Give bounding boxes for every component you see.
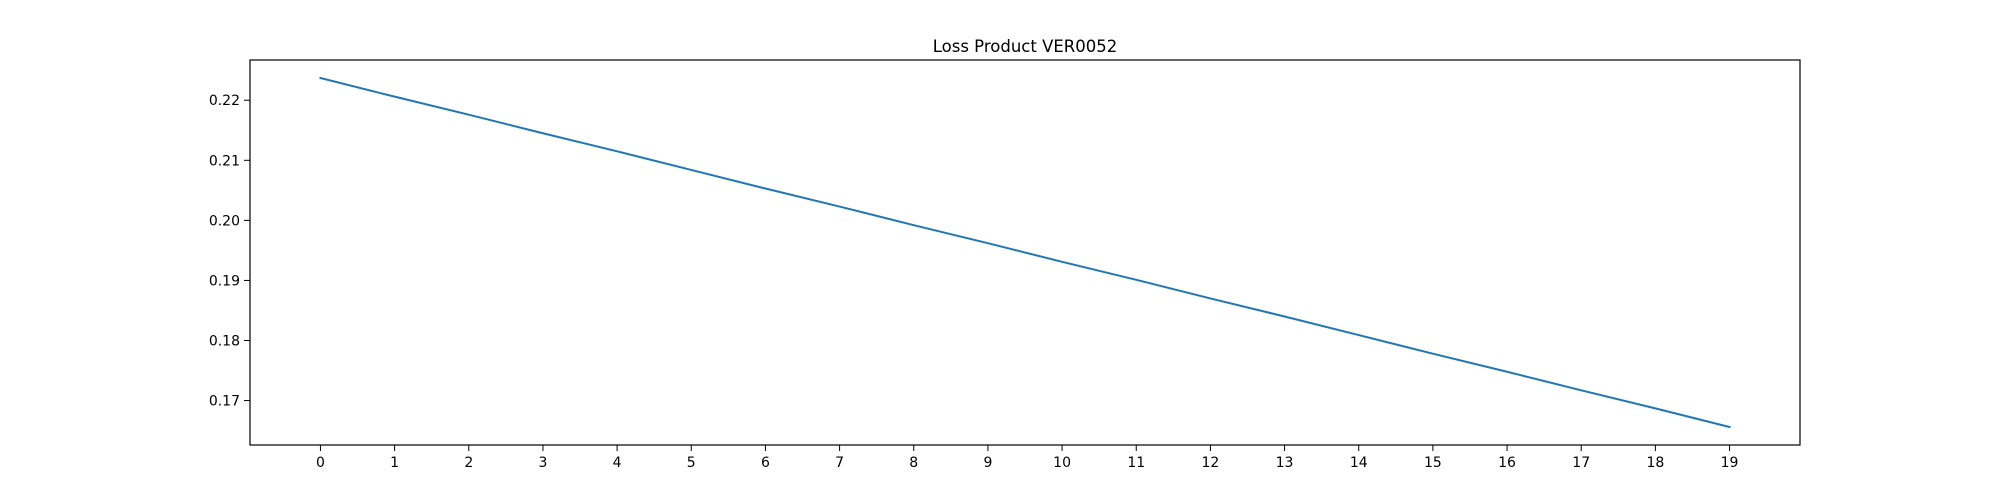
x-tick-label: 18 <box>1646 455 1664 471</box>
x-tick-label: 5 <box>687 455 696 471</box>
x-tick-label: 17 <box>1572 455 1590 471</box>
y-tick-label: 0.21 <box>209 153 240 169</box>
x-tick-label: 0 <box>316 455 325 471</box>
x-tick-label: 9 <box>983 455 992 471</box>
x-tick-label: 6 <box>761 455 770 471</box>
y-tick-label: 0.17 <box>209 394 240 410</box>
x-tick-label: 14 <box>1350 455 1368 471</box>
plot-area-frame <box>249 59 1801 446</box>
x-tick-label: 7 <box>835 455 844 471</box>
plot-series <box>319 76 1731 429</box>
x-tick-label: 13 <box>1276 455 1294 471</box>
x-tick-label: 16 <box>1498 455 1516 471</box>
x-axis: 0 1 2 3 4 5 6 7 8 9 10 11 12 13 14 15 16 17 18 19 <box>316 445 1738 471</box>
y-axis: 0.17 0.18 0.19 0.20 0.21 0.22 <box>209 93 250 410</box>
y-tick-label: 0.22 <box>209 93 240 109</box>
x-tick-label: 11 <box>1127 455 1145 471</box>
y-tick-label: 0.20 <box>209 213 240 229</box>
x-tick-label: 12 <box>1201 455 1219 471</box>
x-tick-label: 4 <box>613 455 622 471</box>
x-tick-label: 3 <box>538 455 547 471</box>
x-tick-label: 19 <box>1721 455 1739 471</box>
y-tick-label: 0.18 <box>209 333 240 349</box>
x-tick-label: 1 <box>390 455 399 471</box>
chart-title: Loss Product VER0052 <box>933 37 1118 56</box>
x-tick-label: 8 <box>909 455 918 471</box>
x-tick-label: 2 <box>464 455 473 471</box>
y-tick-label: 0.19 <box>209 273 240 289</box>
x-tick-label: 15 <box>1424 455 1442 471</box>
x-tick-label: 10 <box>1053 455 1071 471</box>
series-line <box>319 76 1731 429</box>
